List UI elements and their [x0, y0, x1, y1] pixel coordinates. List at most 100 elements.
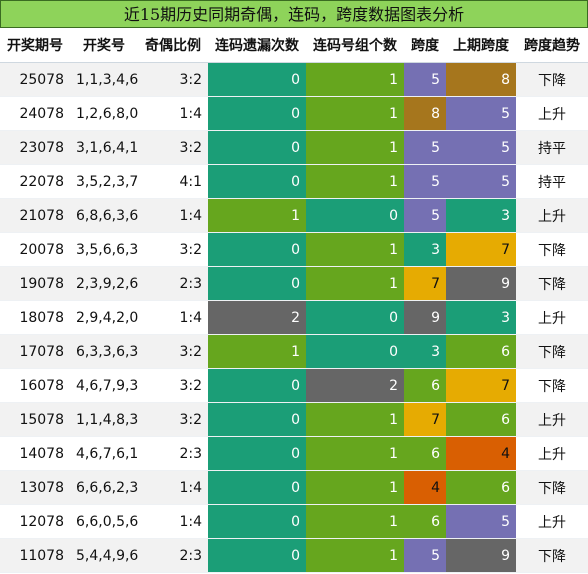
- consecutive-groups-cell: 0: [306, 198, 404, 233]
- span-cell: 6: [404, 504, 446, 539]
- header-consecutive-groups: 连码号组个数: [306, 28, 404, 63]
- numbers-cell: 2,3,9,2,6: [70, 266, 138, 301]
- consecutive-groups-cell: 1: [306, 470, 404, 505]
- ratio-cell: 1:4: [138, 96, 208, 131]
- table-row: 13078 6,6,6,2,3 1:4 0 1 4 6 下降: [0, 470, 588, 505]
- consecutive-miss-cell: 1: [208, 198, 306, 233]
- consecutive-miss-cell: 0: [208, 504, 306, 539]
- table-row: 21078 6,8,6,3,6 1:4 1 0 5 3 上升: [0, 198, 588, 233]
- ratio-cell: 1:4: [138, 300, 208, 335]
- header-span-trend: 跨度趋势: [516, 28, 588, 63]
- trend-cell: 下降: [516, 470, 588, 505]
- issue-cell: 12078: [0, 504, 70, 539]
- table-row: 20078 3,5,6,6,3 3:2 0 1 3 7 下降: [0, 232, 588, 267]
- span-cell: 7: [404, 402, 446, 437]
- ratio-cell: 4:1: [138, 164, 208, 199]
- table-row: 16078 4,6,7,9,3 3:2 0 2 6 7 下降: [0, 368, 588, 403]
- issue-cell: 15078: [0, 402, 70, 437]
- trend-cell: 上升: [516, 198, 588, 233]
- issue-cell: 24078: [0, 96, 70, 131]
- consecutive-miss-cell: 0: [208, 232, 306, 267]
- ratio-cell: 3:2: [138, 62, 208, 97]
- span-cell: 5: [404, 164, 446, 199]
- ratio-cell: 3:2: [138, 402, 208, 437]
- span-cell: 3: [404, 232, 446, 267]
- consecutive-miss-cell: 0: [208, 164, 306, 199]
- trend-cell: 下降: [516, 334, 588, 369]
- trend-cell: 下降: [516, 368, 588, 403]
- span-cell: 9: [404, 300, 446, 335]
- span-cell: 5: [404, 538, 446, 573]
- span-cell: 3: [404, 334, 446, 369]
- ratio-cell: 2:3: [138, 538, 208, 573]
- span-cell: 7: [404, 266, 446, 301]
- table-body: 25078 1,1,3,4,6 3:2 0 1 5 8 下降 24078 1,2,6,8,0 1:4…: [0, 62, 588, 573]
- ratio-cell: 1:4: [138, 504, 208, 539]
- consecutive-groups-cell: 0: [306, 334, 404, 369]
- trend-cell: 下降: [516, 538, 588, 573]
- table-row: 18078 2,9,4,2,0 1:4 2 0 9 3 上升: [0, 300, 588, 335]
- issue-cell: 18078: [0, 300, 70, 335]
- prev-span-cell: 6: [446, 470, 516, 505]
- issue-cell: 19078: [0, 266, 70, 301]
- trend-cell: 持平: [516, 164, 588, 199]
- consecutive-groups-cell: 1: [306, 402, 404, 437]
- issue-cell: 17078: [0, 334, 70, 369]
- table-row: 19078 2,3,9,2,6 2:3 0 1 7 9 下降: [0, 266, 588, 301]
- prev-span-cell: 4: [446, 436, 516, 471]
- numbers-cell: 4,6,7,6,1: [70, 436, 138, 471]
- consecutive-miss-cell: 0: [208, 470, 306, 505]
- consecutive-groups-cell: 1: [306, 266, 404, 301]
- numbers-cell: 4,6,7,9,3: [70, 368, 138, 403]
- issue-cell: 21078: [0, 198, 70, 233]
- issue-cell: 14078: [0, 436, 70, 471]
- consecutive-groups-cell: 2: [306, 368, 404, 403]
- consecutive-groups-cell: 1: [306, 130, 404, 165]
- span-cell: 5: [404, 62, 446, 97]
- header-span: 跨度: [404, 28, 446, 63]
- trend-cell: 下降: [516, 62, 588, 97]
- issue-cell: 23078: [0, 130, 70, 165]
- consecutive-miss-cell: 0: [208, 368, 306, 403]
- prev-span-cell: 5: [446, 164, 516, 199]
- issue-cell: 16078: [0, 368, 70, 403]
- prev-span-cell: 9: [446, 266, 516, 301]
- consecutive-groups-cell: 1: [306, 232, 404, 267]
- consecutive-groups-cell: 1: [306, 164, 404, 199]
- numbers-cell: 6,3,3,6,3: [70, 334, 138, 369]
- trend-cell: 下降: [516, 266, 588, 301]
- span-cell: 6: [404, 368, 446, 403]
- consecutive-miss-cell: 1: [208, 334, 306, 369]
- consecutive-groups-cell: 1: [306, 96, 404, 131]
- issue-cell: 25078: [0, 62, 70, 97]
- consecutive-groups-cell: 0: [306, 300, 404, 335]
- trend-cell: 上升: [516, 504, 588, 539]
- prev-span-cell: 5: [446, 130, 516, 165]
- numbers-cell: 2,9,4,2,0: [70, 300, 138, 335]
- consecutive-miss-cell: 0: [208, 96, 306, 131]
- span-cell: 6: [404, 436, 446, 471]
- table-row: 11078 5,4,4,9,6 2:3 0 1 5 9 下降: [0, 538, 588, 573]
- consecutive-groups-cell: 1: [306, 538, 404, 573]
- numbers-cell: 6,8,6,3,6: [70, 198, 138, 233]
- prev-span-cell: 5: [446, 504, 516, 539]
- numbers-cell: 5,4,4,9,6: [70, 538, 138, 573]
- trend-cell: 持平: [516, 130, 588, 165]
- consecutive-miss-cell: 0: [208, 62, 306, 97]
- ratio-cell: 2:3: [138, 266, 208, 301]
- trend-cell: 上升: [516, 436, 588, 471]
- header-consecutive-miss: 连码遗漏次数: [208, 28, 306, 63]
- span-cell: 4: [404, 470, 446, 505]
- ratio-cell: 3:2: [138, 232, 208, 267]
- numbers-cell: 3,1,6,4,1: [70, 130, 138, 165]
- numbers-cell: 6,6,0,5,6: [70, 504, 138, 539]
- trend-cell: 下降: [516, 232, 588, 267]
- trend-cell: 上升: [516, 402, 588, 437]
- table-row: 15078 1,1,4,8,3 3:2 0 1 7 6 上升: [0, 402, 588, 437]
- span-cell: 5: [404, 130, 446, 165]
- table-row: 25078 1,1,3,4,6 3:2 0 1 5 8 下降: [0, 62, 588, 97]
- numbers-cell: 3,5,2,3,7: [70, 164, 138, 199]
- prev-span-cell: 8: [446, 62, 516, 97]
- ratio-cell: 3:2: [138, 334, 208, 369]
- data-table: 开奖期号 开奖号 奇偶比例 连码遗漏次数 连码号组个数 跨度 上期跨度 跨度趋势…: [0, 28, 588, 573]
